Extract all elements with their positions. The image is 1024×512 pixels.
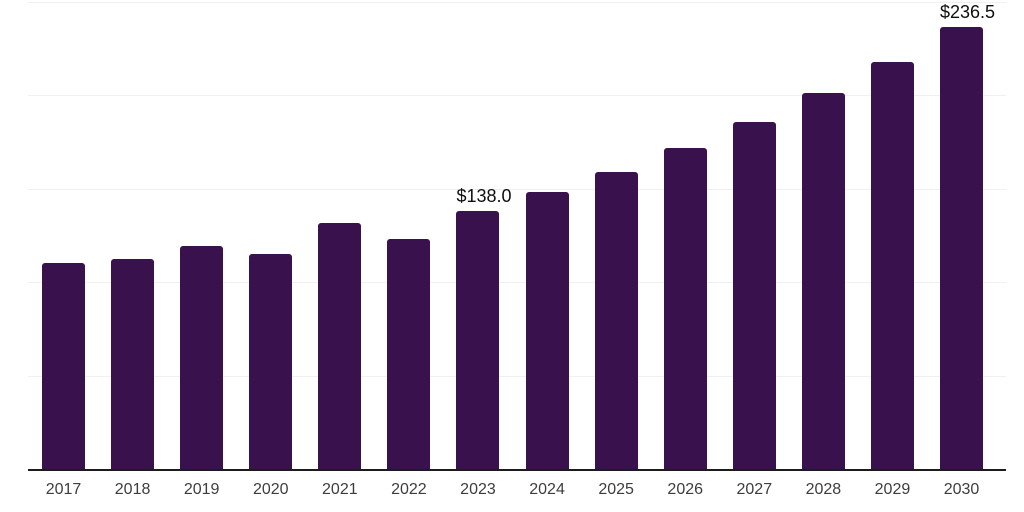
- x-tick-label-2023: 2023: [460, 481, 496, 498]
- gridline: [28, 188, 1006, 190]
- bar-2020: [249, 254, 293, 469]
- gridline: [28, 95, 1006, 97]
- x-tick-label-2029: 2029: [874, 481, 911, 498]
- bar-2029: [870, 61, 914, 469]
- gridline: [28, 282, 1006, 284]
- x-tick-label-2030: 2030: [943, 481, 980, 498]
- bar-2025: [594, 172, 638, 469]
- x-tick-label-2017: 2017: [45, 481, 82, 498]
- bar-2026: [663, 148, 707, 469]
- gridline: [28, 2, 1006, 3]
- bar-2027: [732, 122, 776, 469]
- bar-2023: [456, 211, 500, 469]
- bar-2028: [801, 92, 845, 469]
- plot-area: $138.0 $236.5: [28, 2, 1006, 471]
- x-tick-label-2018: 2018: [114, 481, 151, 498]
- bar-2022: [387, 239, 431, 469]
- x-axis-line: [28, 469, 1006, 471]
- x-tick-label-2021: 2021: [322, 481, 358, 498]
- x-tick-label-2027: 2027: [736, 481, 773, 498]
- x-tick-label-2026: 2026: [667, 481, 704, 498]
- bar-2021: [318, 223, 362, 469]
- bar-2019: [180, 245, 224, 469]
- x-tick-label-2022: 2022: [391, 481, 427, 498]
- x-tick-label-2025: 2025: [598, 481, 634, 498]
- bar-value-label-2023: $138.0: [456, 186, 512, 207]
- bar-2018: [111, 259, 155, 469]
- bar-2017: [42, 262, 85, 469]
- x-tick-label-2028: 2028: [805, 481, 842, 498]
- gridline: [28, 375, 1006, 377]
- bar-2030: [940, 27, 984, 469]
- bar-value-label-2030: $236.5: [940, 2, 996, 23]
- bar-2024: [525, 191, 569, 469]
- x-tick-label-2019: 2019: [183, 481, 220, 498]
- x-tick-label-2020: 2020: [252, 481, 289, 498]
- x-axis-tick-labels: 2017 2018 2019 2020 2021 2022 2023 2024 2025 2026…: [28, 480, 1006, 504]
- x-tick-label-2024: 2024: [529, 481, 565, 498]
